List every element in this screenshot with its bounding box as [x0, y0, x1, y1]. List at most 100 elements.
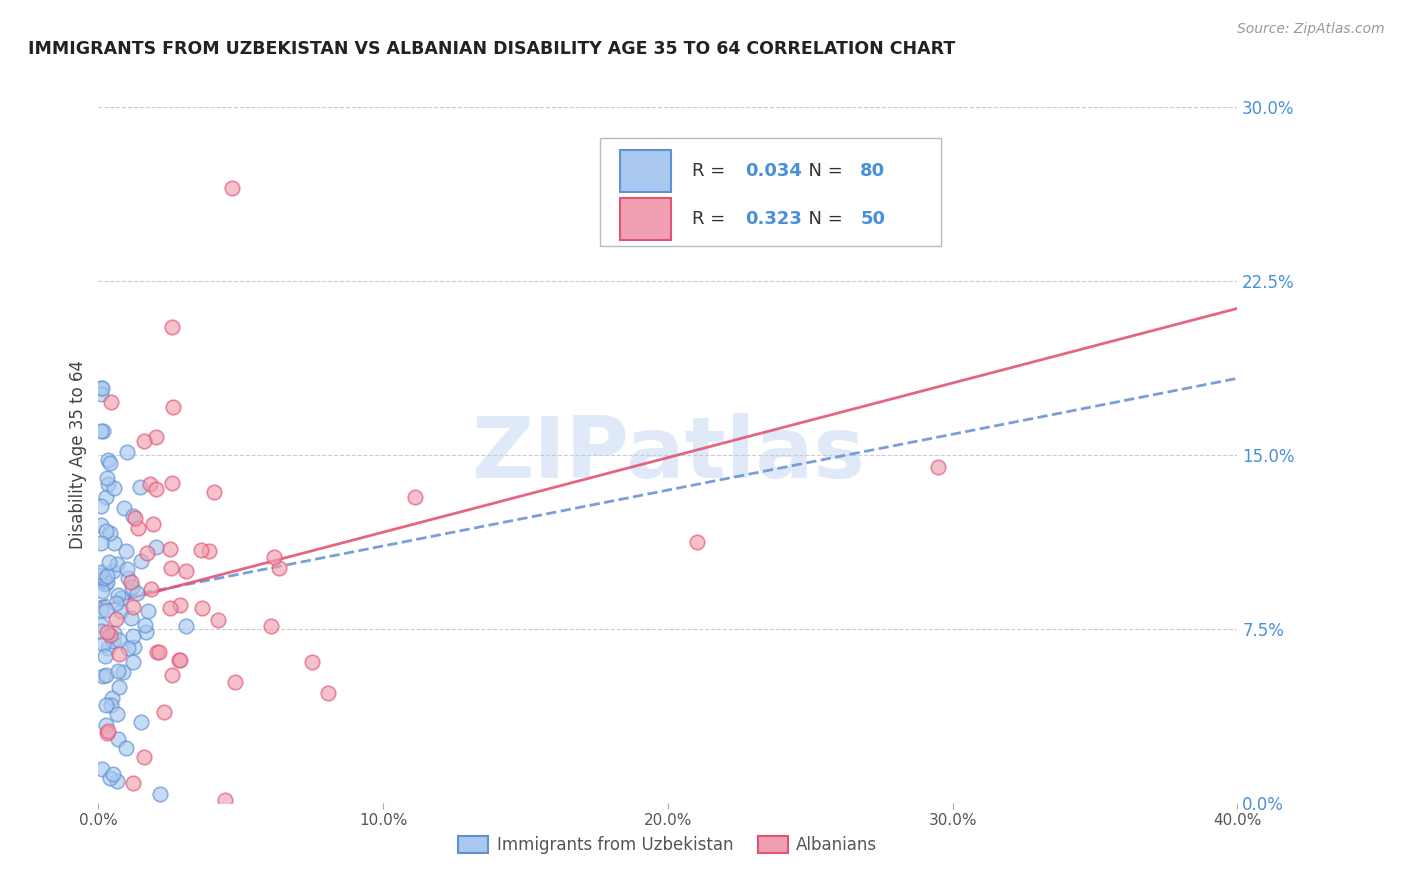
Point — [127, 586, 149, 600]
Point — [121, 580, 143, 594]
Point — [96, 471, 118, 485]
Point — [120, 611, 142, 625]
Point — [169, 598, 191, 612]
Point — [90, 386, 112, 401]
Point — [94, 649, 117, 664]
Point — [90, 584, 112, 599]
Point — [162, 320, 184, 334]
Point — [96, 726, 118, 740]
Point — [129, 480, 152, 494]
Point — [190, 601, 212, 615]
Point — [112, 665, 135, 679]
Point — [207, 613, 229, 627]
Point — [90, 573, 112, 587]
Point — [169, 653, 191, 667]
Point — [91, 381, 114, 395]
Point — [103, 481, 125, 495]
Point — [110, 605, 132, 619]
Point — [138, 477, 160, 491]
Point — [107, 664, 129, 678]
Text: Source: ZipAtlas.com: Source: ZipAtlas.com — [1237, 22, 1385, 37]
Text: N =: N = — [797, 161, 848, 179]
Text: 0.323: 0.323 — [745, 211, 803, 228]
Point — [260, 619, 283, 633]
Point — [90, 624, 112, 638]
Point — [267, 561, 290, 575]
Point — [202, 485, 225, 500]
Point — [927, 459, 949, 474]
Point — [98, 771, 121, 785]
Point — [103, 536, 125, 550]
Point — [146, 645, 169, 659]
Point — [90, 618, 112, 632]
Point — [103, 626, 125, 640]
Point — [115, 544, 138, 558]
Point — [98, 555, 121, 569]
Point — [153, 705, 176, 719]
Point — [134, 618, 156, 632]
Point — [105, 774, 128, 789]
Point — [115, 741, 138, 756]
Point — [117, 571, 139, 585]
Point — [105, 706, 128, 721]
Point — [110, 591, 132, 605]
Point — [169, 653, 191, 667]
Point — [90, 536, 112, 550]
Point — [94, 524, 117, 538]
Point — [132, 749, 155, 764]
Point — [97, 641, 120, 656]
Point — [107, 588, 129, 602]
Y-axis label: Disability Age 35 to 64: Disability Age 35 to 64 — [69, 360, 87, 549]
Point — [90, 381, 112, 395]
Point — [122, 655, 145, 669]
Point — [148, 645, 170, 659]
Point — [97, 452, 120, 467]
Point — [94, 718, 117, 732]
Point — [105, 558, 128, 572]
Point — [96, 603, 118, 617]
Point — [100, 628, 122, 642]
Point — [115, 562, 138, 576]
Point — [94, 577, 117, 591]
Point — [190, 543, 212, 558]
Point — [93, 571, 115, 585]
FancyBboxPatch shape — [599, 138, 941, 246]
Point — [100, 395, 122, 409]
Point — [224, 674, 246, 689]
Text: R =: R = — [692, 161, 731, 179]
Point — [91, 762, 114, 776]
Point — [94, 668, 117, 682]
Point — [96, 569, 118, 583]
Point — [145, 430, 167, 444]
Point — [148, 787, 170, 801]
Point — [136, 604, 159, 618]
Point — [404, 490, 426, 504]
Point — [90, 568, 112, 582]
Point — [105, 612, 128, 626]
Point — [124, 510, 146, 524]
Text: 0.034: 0.034 — [745, 161, 803, 179]
Point — [174, 619, 197, 633]
Point — [98, 525, 121, 540]
Point — [91, 424, 114, 438]
Point — [96, 625, 118, 640]
Point — [105, 596, 128, 610]
Point — [90, 603, 112, 617]
Point — [101, 690, 124, 705]
Point — [129, 554, 152, 568]
Point — [122, 640, 145, 655]
Point — [122, 776, 145, 790]
Point — [145, 540, 167, 554]
Point — [135, 624, 157, 639]
Point — [90, 566, 112, 580]
Point — [100, 698, 122, 713]
Point — [96, 490, 118, 504]
Point — [141, 582, 163, 596]
Point — [160, 475, 183, 490]
Point — [117, 641, 139, 656]
Point — [120, 575, 142, 590]
Point — [162, 400, 184, 414]
Text: IMMIGRANTS FROM UZBEKISTAN VS ALBANIAN DISABILITY AGE 35 TO 64 CORRELATION CHART: IMMIGRANTS FROM UZBEKISTAN VS ALBANIAN D… — [28, 40, 955, 58]
Point — [101, 634, 124, 648]
Point — [160, 561, 183, 575]
